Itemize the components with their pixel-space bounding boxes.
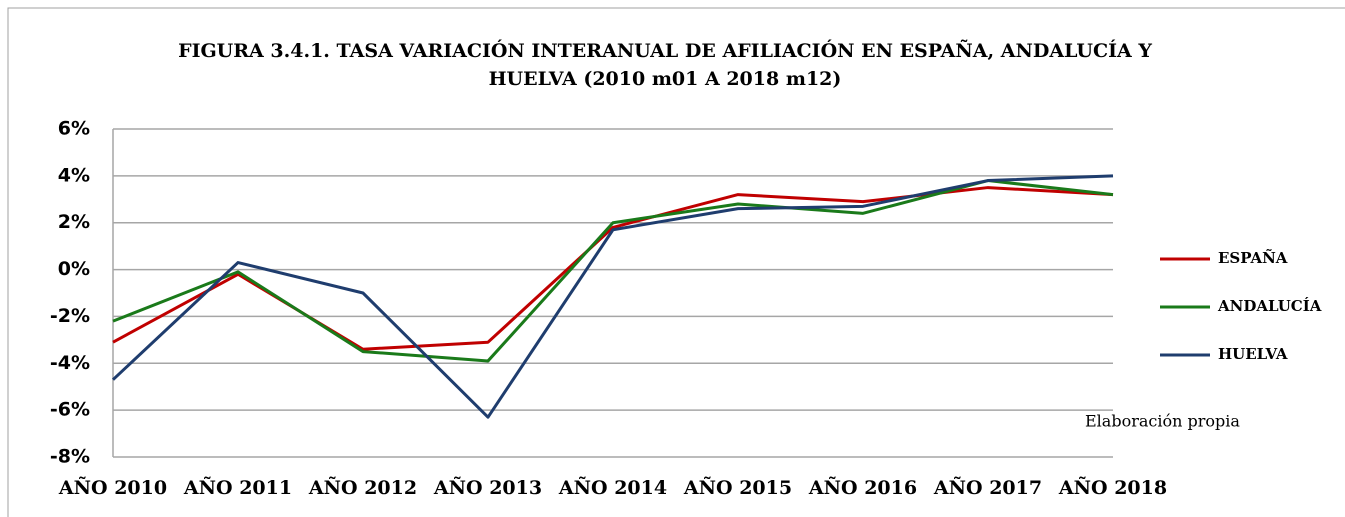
y-tick-label: -4%: [50, 352, 90, 374]
chart-frame: [7, 7, 1345, 517]
x-tick-label: AÑO 2016: [808, 476, 917, 499]
legend-label: ESPAÑA: [1218, 248, 1288, 267]
x-tick-label: AÑO 2010: [58, 476, 167, 499]
y-tick-label: 4%: [58, 164, 90, 186]
annotation: Elaboración propia: [1085, 412, 1240, 431]
chart-title: HUELVA (2010 m01 A 2018 m12): [489, 68, 842, 90]
y-tick-label: -6%: [50, 399, 90, 421]
series-line: [111, 174, 1114, 419]
y-tick-label: 0%: [58, 258, 90, 280]
chart-title: FIGURA 3.4.1. TASA VARIACIÓN INTERANUAL …: [178, 39, 1152, 62]
legend-label: ANDALUCÍA: [1217, 297, 1322, 315]
y-tick-label: 2%: [58, 211, 90, 233]
legend-label: HUELVA: [1218, 345, 1288, 363]
x-tick-label: AÑO 2011: [183, 476, 292, 499]
x-tick-label: AÑO 2012: [308, 476, 417, 499]
x-tick-label: AÑO 2017: [933, 476, 1042, 499]
y-tick-label: -8%: [50, 446, 90, 468]
series-line: [112, 179, 1114, 363]
y-tick-label: 6%: [58, 118, 90, 140]
x-tick-label: AÑO 2015: [683, 476, 792, 499]
x-tick-label: AÑO 2013: [433, 476, 542, 499]
x-tick-label: AÑO 2014: [558, 476, 667, 499]
y-tick-label: -2%: [50, 305, 90, 327]
x-tick-label: AÑO 2018: [1058, 476, 1167, 499]
